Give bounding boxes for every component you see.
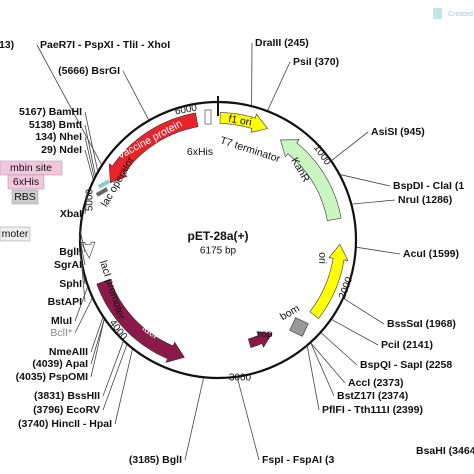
feature-box-label: moter: [2, 228, 29, 240]
small-feature: [95, 187, 109, 197]
site-label: NmeAIII: [49, 346, 88, 358]
laci-arrow: [96, 278, 185, 363]
leader-line: [84, 136, 95, 177]
leader-line: [236, 377, 260, 461]
leader-line: [102, 344, 128, 411]
leader-line: [310, 343, 346, 384]
site-label: BssSαI (1968): [387, 318, 456, 330]
site-label: DraIII (245): [255, 37, 309, 49]
feature-box: [11, 189, 39, 205]
site-label: 5167) BamHI: [19, 106, 82, 118]
site-label: 29) NdeI: [41, 144, 82, 156]
leader-line: [310, 343, 335, 397]
site-label: (5666) BsrGI: [58, 65, 120, 77]
plasmid-name: pET-28a(+): [187, 229, 248, 243]
rop-arrow: [247, 331, 273, 349]
site-label: AsiSI (945): [371, 126, 425, 138]
feature-box-label: RBS: [14, 191, 36, 203]
leader-line: [74, 298, 93, 334]
leader-line: [79, 227, 86, 253]
kanr-arrow: [280, 139, 342, 222]
site-label: BspQI - SapI (2258: [360, 359, 452, 371]
plasmid-length: 6175 bp: [200, 246, 237, 257]
site-label: PflFI - Tth111I (2399): [322, 404, 423, 416]
ruler-label: 6000: [174, 103, 198, 118]
leader-line: [321, 332, 358, 366]
leader-line: [90, 319, 105, 365]
ruler-label: 5000: [85, 188, 96, 211]
site-label: BstAPI: [48, 296, 83, 308]
feature-box-label: 6xHis: [13, 176, 39, 188]
site-label: FspI - FspAI (3: [262, 454, 334, 466]
feature-box-label: mbin site: [10, 162, 52, 174]
leader-line: [90, 317, 104, 353]
leader-line: [331, 319, 379, 346]
logo: [433, 8, 442, 19]
feature-label: ori: [316, 252, 328, 264]
leader-line: [36, 44, 102, 165]
leader-line: [84, 149, 94, 180]
leader-line: [356, 246, 401, 255]
vaccine-protein-arrow: [108, 112, 199, 184]
leader-line: [84, 124, 96, 175]
site-label: (3831) BssHII: [34, 390, 100, 402]
feature-box: [0, 226, 31, 242]
leader-line: [267, 61, 291, 111]
ori-arrow: [309, 243, 349, 319]
site-label: BglII: [59, 246, 82, 258]
site-label: BstZ17I (2374): [337, 390, 408, 402]
site-label: BspDI - ClaI (1: [393, 180, 464, 192]
created-note: Created: [448, 11, 473, 18]
site-label: BclI*: [50, 327, 72, 339]
leader-line: [78, 249, 86, 285]
site-label: 134) NheI: [35, 131, 82, 143]
site-label: XbaI: [60, 208, 82, 220]
leader-line: [84, 192, 88, 215]
leader-line: [352, 199, 396, 205]
leader-line: [84, 111, 98, 171]
site-labels: 13) PaeR7I - PspXI - TliI - XhoI DraIII (2…: [0, 37, 474, 466]
site-label: (4039) ApaI: [32, 358, 88, 370]
site-label: (4035) PspOMI: [16, 371, 88, 383]
leader-line: [340, 174, 391, 187]
site-label: 5138) BmtI: [29, 119, 82, 131]
bom-box: [289, 317, 309, 337]
site-label: (3740) HincII - HpaI: [18, 418, 112, 430]
feature-box: [7, 174, 45, 190]
leader-line: [343, 298, 385, 325]
leader-line: [114, 349, 133, 425]
leader-line: [122, 70, 149, 120]
leader-line: [74, 287, 88, 322]
site-label: (3796) EcoRV: [33, 404, 100, 416]
leader-line: [306, 346, 320, 411]
f1-ori-arrow: [219, 112, 269, 133]
feature-label: 6xHis: [187, 146, 213, 158]
site-label: SgrAI: [54, 259, 82, 271]
site-label: PsiI (370): [293, 56, 339, 68]
site-label: PaeR7I - PspXI - TliI - XhoI: [40, 39, 170, 51]
site-label: SphI: [59, 278, 82, 290]
small-feature: [97, 179, 111, 189]
site-label: MluI: [51, 315, 72, 327]
site-label: 13): [0, 39, 14, 51]
site-label: AccI (2373): [348, 377, 403, 389]
feature-label: rop: [257, 328, 272, 340]
leader-line: [331, 131, 369, 161]
feature-label: f1 ori: [228, 113, 253, 129]
laci-promoter-arrow: [80, 241, 96, 259]
site-label: PciI (2141): [381, 339, 433, 351]
leader-line: [184, 378, 204, 461]
site-label: BsaHI (3464): [416, 445, 474, 457]
site-label: NruI (1286): [398, 194, 452, 206]
leader-line: [90, 319, 105, 378]
site-label: AcuI (1599): [403, 248, 459, 260]
small-feature: [204, 109, 212, 125]
leader-line: [102, 341, 124, 397]
leader-line: [78, 235, 86, 266]
site-label: (3185) BglI: [129, 454, 182, 466]
ruler-label: 3000: [229, 373, 252, 384]
